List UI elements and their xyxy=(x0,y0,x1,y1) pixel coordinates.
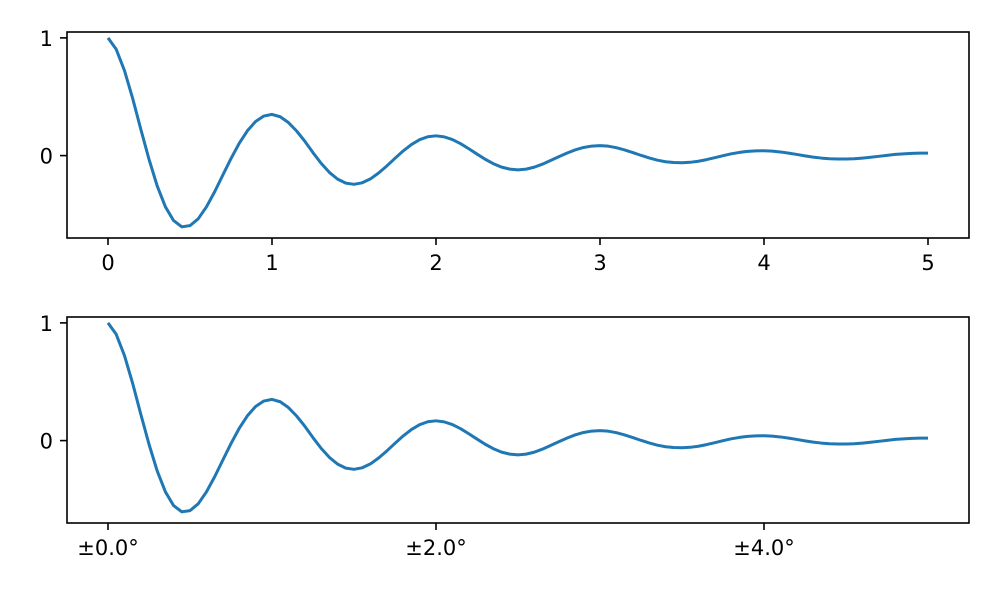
axes-frame xyxy=(66,316,970,524)
axes-frame xyxy=(66,31,970,239)
x-tick-label: ±0.0° xyxy=(77,536,139,560)
x-tick-label: ±2.0° xyxy=(405,536,467,560)
bottom-subplot: ±0.0° ±2.0° ±4.0° 0 1 xyxy=(40,312,970,560)
x-tick-label: 1 xyxy=(265,251,278,275)
series-line xyxy=(106,37,928,229)
x-tick-label: 4 xyxy=(757,251,770,275)
x-tick-label: ±4.0° xyxy=(733,536,795,560)
y-tick-label: 0 xyxy=(40,430,53,454)
x-tick-label: 5 xyxy=(921,251,934,275)
y-tick-label: 1 xyxy=(40,27,53,51)
top-subplot: 0 1 2 3 4 5 0 1 xyxy=(40,27,970,275)
x-tick-label: 2 xyxy=(429,251,442,275)
series-line xyxy=(106,322,928,514)
y-tick-label: 1 xyxy=(40,312,53,336)
x-tick-label: 0 xyxy=(101,251,114,275)
y-tick-label: 0 xyxy=(40,145,53,169)
x-tick-label: 3 xyxy=(593,251,606,275)
